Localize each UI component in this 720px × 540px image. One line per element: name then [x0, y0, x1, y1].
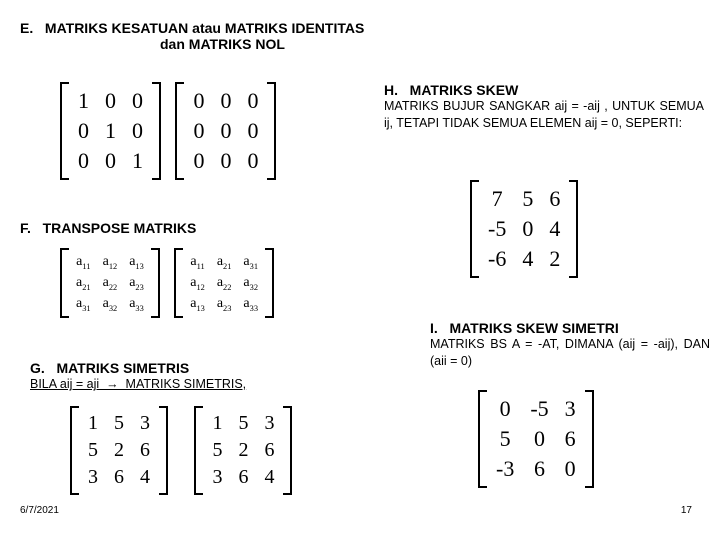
- section-g: G. MATRIKS SIMETRIS BILA aij = aji → MAT…: [30, 360, 390, 393]
- section-g-matrices: 153526364 153526364: [70, 406, 314, 495]
- footer-date: 6/7/2021: [20, 505, 59, 516]
- section-e-title: E. MATRIKS KESATUAN atau MATRIKS IDENTIT…: [20, 20, 500, 36]
- section-e-label: E.: [20, 20, 33, 36]
- transpose-matrix-a: a11a12a13a21a22a23a31a32a33: [60, 248, 160, 318]
- section-h-label: H.: [384, 82, 398, 98]
- section-f-matrices: a11a12a13a21a22a23a31a32a33 a11a21a31a12…: [60, 248, 284, 318]
- section-h-body: MATRIKS BUJUR SANGKAR aij = -aij , UNTUK…: [384, 98, 704, 132]
- section-g-body: BILA aij = aji → MATRIKS SIMETRIS,: [30, 376, 390, 393]
- symmetric-matrix-a: 153526364: [70, 406, 168, 495]
- section-g-title: G. MATRIKS SIMETRIS: [30, 360, 390, 376]
- section-h: H. MATRIKS SKEW MATRIKS BUJUR SANGKAR ai…: [384, 82, 704, 132]
- section-i-heading: MATRIKS SKEW SIMETRI: [449, 320, 618, 336]
- section-e-matrices: 100010001 000000000: [60, 82, 286, 180]
- skew-matrix: 756-504-642: [470, 180, 578, 278]
- section-g-label: G.: [30, 360, 45, 376]
- section-h-heading: MATRIKS SKEW: [410, 82, 519, 98]
- section-h-matrix-wrap: 756-504-642: [470, 180, 578, 278]
- identity-matrix: 100010001: [60, 82, 161, 180]
- section-f-label: F.: [20, 220, 31, 236]
- section-i: I. MATRIKS SKEW SIMETRI MATRIKS BS A = -…: [430, 320, 710, 370]
- section-i-label: I.: [430, 320, 438, 336]
- section-f: F. TRANSPOSE MATRIKS: [20, 220, 196, 236]
- section-f-heading: TRANSPOSE MATRIKS: [43, 220, 197, 236]
- section-i-matrix-wrap: 0-53506-360: [478, 390, 594, 488]
- skew-symmetric-matrix: 0-53506-360: [478, 390, 594, 488]
- transpose-matrix-at: a11a21a31a12a22a32a13a23a33: [174, 248, 274, 318]
- section-g-heading: MATRIKS SIMETRIS: [56, 360, 189, 376]
- section-f-title: F. TRANSPOSE MATRIKS: [20, 220, 196, 236]
- section-e-line1: MATRIKS KESATUAN atau MATRIKS IDENTITAS: [45, 20, 364, 36]
- section-h-title: H. MATRIKS SKEW: [384, 82, 704, 98]
- section-e-line2: dan MATRIKS NOL: [20, 36, 500, 52]
- symmetric-matrix-b: 153526364: [194, 406, 292, 495]
- footer-page: 17: [681, 505, 692, 516]
- section-e: E. MATRIKS KESATUAN atau MATRIKS IDENTIT…: [20, 20, 500, 52]
- section-i-title: I. MATRIKS SKEW SIMETRI: [430, 320, 710, 336]
- section-i-body: MATRIKS BS A = -AT, DIMANA (aij = -aij),…: [430, 336, 710, 370]
- zero-matrix: 000000000: [175, 82, 276, 180]
